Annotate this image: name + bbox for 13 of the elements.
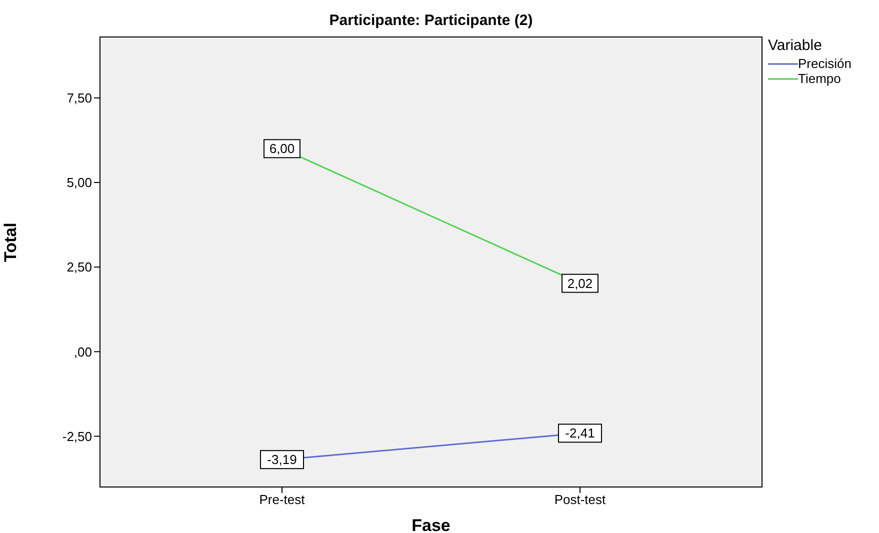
x-tick-label: Post-test [554, 492, 606, 508]
legend-label: Precisión [798, 56, 852, 71]
legend-label: Tiempo [798, 71, 841, 86]
y-tick-label: -2,50 [62, 428, 92, 444]
y-tick-label: ,00 [74, 344, 92, 360]
x-tick-label: Pre-test [259, 492, 306, 508]
y-axis-title: Total [1, 222, 20, 262]
y-tick-label: 5,00 [66, 175, 92, 190]
y-tick-label: 7,50 [66, 90, 92, 106]
legend-title: Variable [768, 37, 823, 54]
chart-title: Participante: Participante (2) [328, 12, 534, 29]
y-tick-label: 2,50 [66, 260, 92, 275]
x-axis-title: Fase [412, 516, 450, 533]
